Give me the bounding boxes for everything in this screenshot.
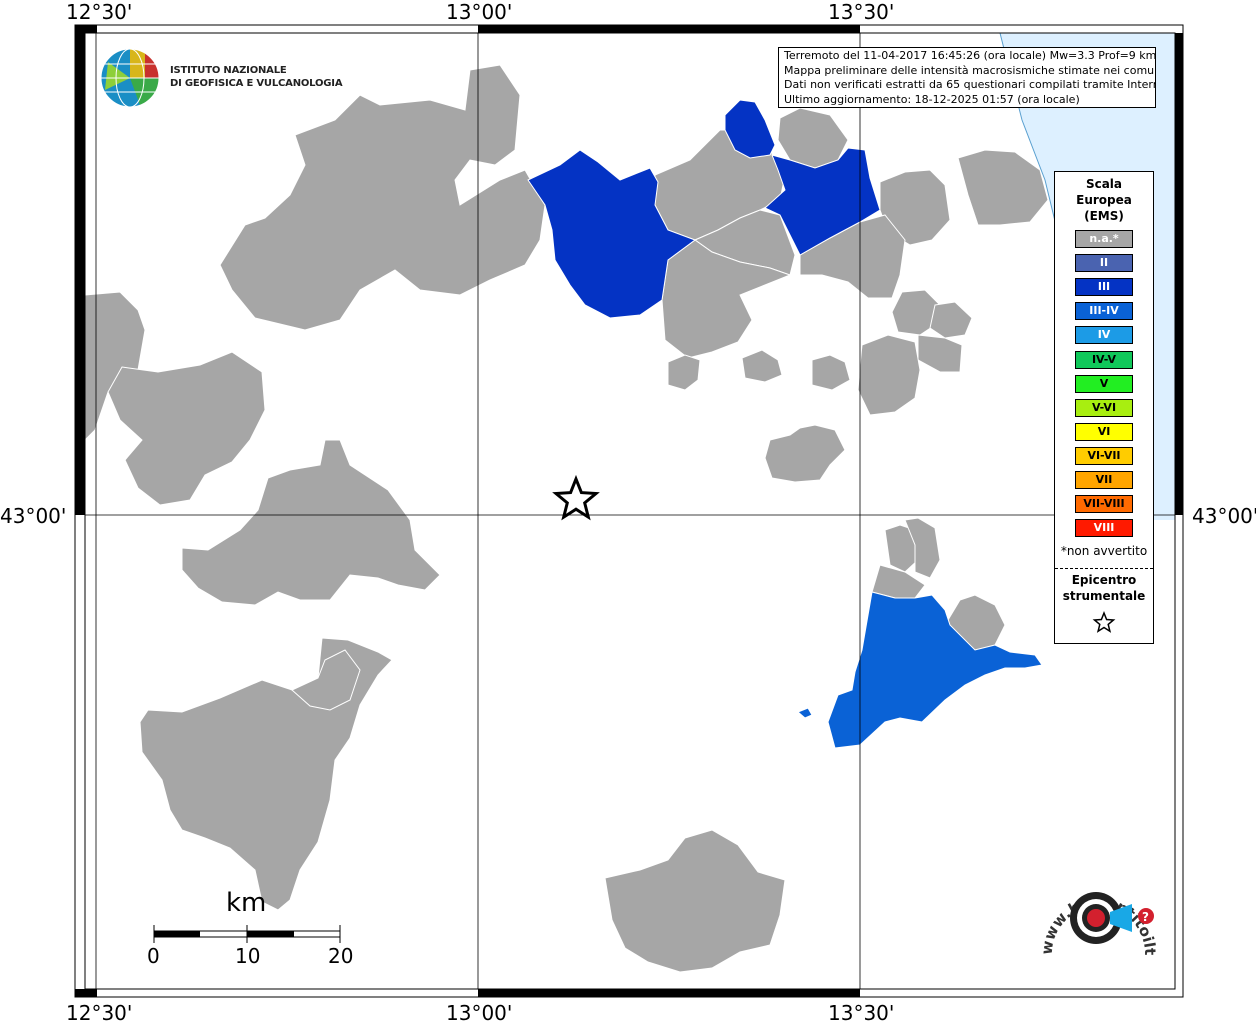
legend-epi-1: Epicentro — [1071, 573, 1137, 587]
legend-item: n.a.* — [1075, 230, 1133, 248]
earthquake-speaker-icon: ? — [1070, 892, 1154, 944]
municipality-intensity-III — [724, 99, 776, 159]
municipality-intensity-III-IV — [797, 707, 813, 719]
info-line-4: Ultimo aggiornamento: 18-12-2025 01:57 (… — [784, 92, 1080, 106]
legend-star-icon — [1092, 610, 1116, 633]
scale-label-10: 10 — [235, 944, 261, 968]
logo-line-2: DI GEOFISICA E VULCANOLOGIA — [170, 78, 343, 89]
legend-item: VI — [1075, 422, 1133, 441]
legend-epicenter-title: Epicentro strumentale — [1055, 572, 1153, 604]
municipality-gray — [667, 354, 701, 391]
frame-tick-top — [75, 25, 97, 33]
info-line-3: Dati non verificati estratti da 65 quest… — [784, 78, 1156, 91]
municipality-gray — [219, 64, 546, 331]
municipality-intensity-III-IV — [827, 591, 1043, 749]
frame-tick-top — [478, 25, 860, 33]
scale-unit: km — [226, 888, 267, 918]
tick-top-1330: 13°30' — [828, 0, 895, 24]
frame-tick-bottom — [478, 989, 860, 997]
legend-na-note: *non avvertito — [1060, 544, 1148, 558]
legend-item: III-IV — [1075, 302, 1133, 321]
municipality-gray — [904, 517, 941, 579]
tick-bottom-1300: 13°00' — [446, 1001, 513, 1025]
hst-watermark: www.haisentitoilterremoto.it ? — [1030, 860, 1159, 956]
legend-title-3: (EMS) — [1084, 209, 1124, 223]
ems-legend: Scala Europea (EMS) n.a.* II III III-IV IV IV… — [1054, 171, 1154, 644]
frame-tick-left — [75, 33, 85, 515]
ingv-logo-icon — [100, 48, 160, 108]
ingv-logo-text: ISTITUTO NAZIONALE DI GEOFISICA E VULCAN… — [170, 64, 343, 90]
legend-item: VII — [1075, 471, 1133, 489]
municipality-gray — [604, 829, 786, 973]
municipality-gray — [891, 289, 941, 336]
municipality-gray — [857, 334, 921, 416]
svg-text:?: ? — [1142, 910, 1149, 924]
scale-bar — [153, 925, 341, 943]
tick-left-4300: 43°00' — [0, 504, 67, 528]
info-line-1: Terremoto del 11-04-2017 16:45:26 (ora l… — [784, 49, 1156, 62]
info-line-2: Mappa preliminare delle intensità macros… — [784, 63, 1156, 77]
frame-tick-bottom — [75, 989, 97, 997]
legend-item: VIII — [1075, 519, 1133, 538]
legend-item: II — [1075, 254, 1133, 273]
legend-item: IV-V — [1075, 350, 1133, 369]
legend-title-2: Europea — [1076, 193, 1132, 207]
municipality-gray — [107, 351, 266, 506]
municipality-gray — [661, 239, 792, 359]
municipality-gray — [741, 349, 783, 383]
tick-right-4300: 43°00' — [1192, 504, 1256, 528]
legend-item: VI-VII — [1075, 446, 1133, 465]
legend-separator — [1055, 568, 1153, 569]
tick-top-1300: 13°00' — [446, 0, 513, 24]
legend-epi-2: strumentale — [1062, 589, 1146, 603]
municipality-intensity-III — [527, 149, 697, 319]
epicenter-star — [552, 474, 600, 521]
municipality-gray — [777, 107, 849, 169]
legend-item: III — [1075, 278, 1133, 297]
legend-item: V — [1075, 374, 1133, 393]
logo-line-1: ISTITUTO NAZIONALE — [170, 65, 287, 76]
legend-title: Scala Europea (EMS) — [1055, 176, 1153, 224]
municipality-gray — [811, 354, 851, 391]
scale-label-20: 20 — [328, 944, 354, 968]
tick-bottom-1330: 13°30' — [828, 1001, 895, 1025]
municipality-gray — [929, 301, 973, 339]
earthquake-info-box: Terremoto del 11-04-2017 16:45:26 (ora l… — [778, 47, 1156, 108]
frame-tick-right — [1175, 33, 1183, 515]
municipality-gray — [291, 649, 361, 711]
legend-item: IV — [1075, 326, 1133, 345]
municipality-gray — [917, 334, 963, 373]
legend-title-1: Scala — [1085, 177, 1123, 191]
legend-item: VII-VIII — [1075, 495, 1133, 514]
tick-top-1230: 12°30' — [66, 0, 133, 24]
legend-item: V-VI — [1075, 398, 1133, 417]
scale-label-0: 0 — [147, 944, 160, 968]
municipality-gray — [957, 149, 1049, 226]
tick-bottom-1230: 12°30' — [66, 1001, 133, 1025]
municipality-gray — [181, 439, 441, 606]
municipality-intensity-III — [764, 147, 881, 256]
municipality-gray — [764, 424, 846, 483]
